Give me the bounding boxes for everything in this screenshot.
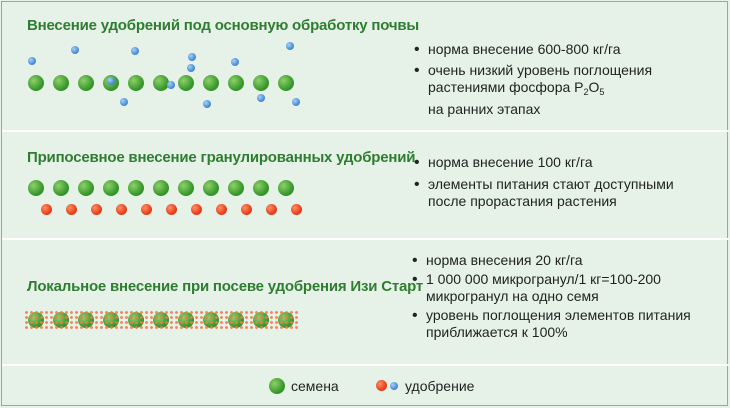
seed-dot (228, 75, 244, 91)
seed-with-microgranules (224, 310, 248, 330)
seed-dot (228, 180, 244, 196)
bullet-uptake: очень низкий уровень поглощениярастениям… (414, 62, 652, 118)
legend-fertilizer-blue-icon (390, 382, 398, 390)
bullet-uptake-level: уровень поглощения элементов питанияприб… (412, 307, 691, 341)
panel-2-title: Припосевное внесение гранулированных удо… (27, 149, 416, 166)
fertilizer-granule-red (41, 204, 52, 215)
fertilizer-granule-blue (120, 98, 128, 106)
bullet-rate: норма внесения 20 кг/га (412, 252, 691, 269)
seed-dot (128, 180, 144, 196)
bullet-microgranules: 1 000 000 микрогранул/1 кг=100-200микрог… (412, 271, 691, 305)
seed-with-microgranules (274, 310, 298, 330)
seed-dot (253, 75, 269, 91)
panel-3-title: Локальное внесение при посеве удобрения … (27, 278, 424, 295)
seed-dot (178, 75, 194, 91)
divider-3 (2, 364, 729, 366)
seed-with-microgranules (24, 310, 48, 330)
seed-with-microgranules (174, 310, 198, 330)
fertilizer-granule-blue (131, 47, 139, 55)
seed-with-microgranules (199, 310, 223, 330)
fertilizer-granule-blue (107, 77, 115, 85)
legend: семена удобрение (2, 366, 729, 406)
seed-dot (278, 75, 294, 91)
fertilizer-granule-blue (203, 100, 211, 108)
seed-dot (78, 75, 94, 91)
divider-2 (2, 238, 729, 240)
fertilizer-granule-blue (188, 53, 196, 61)
seed-with-microgranules (149, 310, 173, 330)
seed-dot (203, 180, 219, 196)
fertilizer-granule-blue (187, 64, 195, 72)
seed-with-microgranules (124, 310, 148, 330)
bullet-rate: норма внесение 600-800 кг/га (414, 41, 652, 58)
legend-fertilizer-label: удобрение (405, 378, 475, 394)
seed-with-microgranules (74, 310, 98, 330)
divider-1 (2, 130, 729, 132)
seed-dot (128, 75, 144, 91)
fertilizer-granule-red (166, 204, 177, 215)
fertilizer-granule-red (266, 204, 277, 215)
seed-dot (203, 75, 219, 91)
fertilizer-granule-blue (286, 42, 294, 50)
fertilizer-granule-red (116, 204, 127, 215)
seed-with-microgranules (99, 310, 123, 330)
seed-dot (78, 180, 94, 196)
legend-seed-icon (269, 378, 285, 394)
seed-dot (153, 180, 169, 196)
fertilizer-granule-blue (292, 98, 300, 106)
panel-local-application: Локальное внесение при посеве удобрения … (2, 240, 729, 364)
seed-dot (153, 75, 169, 91)
fertilizer-granule-blue (28, 57, 36, 65)
fertilizer-granule-red (241, 204, 252, 215)
seed-dot (278, 180, 294, 196)
fertilizer-granule-red (191, 204, 202, 215)
panel-1-title: Внесение удобрений под основную обработк… (27, 17, 419, 34)
seed-with-microgranules (249, 310, 273, 330)
fertilizer-granule-red (91, 204, 102, 215)
seed-with-microgranules (49, 310, 73, 330)
legend-seed-label: семена (291, 378, 339, 394)
fertilizer-granule-blue (257, 94, 265, 102)
seed-dot (178, 180, 194, 196)
seed-dot (53, 75, 69, 91)
fertilizer-granule-red (141, 204, 152, 215)
panel-base-application: Внесение удобрений под основную обработк… (2, 2, 729, 130)
fertilizer-granule-red (216, 204, 227, 215)
seed-dot (103, 180, 119, 196)
fertilizer-granule-red (291, 204, 302, 215)
panel-seed-application: Припосевное внесение гранулированных удо… (2, 132, 729, 238)
seed-dot (253, 180, 269, 196)
panel-1-bullets: норма внесение 600-800 кг/га очень низки… (414, 41, 652, 118)
panel-3-bullets: норма внесения 20 кг/га 1 000 000 микрог… (412, 252, 691, 341)
fertilizer-granule-blue (167, 81, 175, 89)
seed-dot (53, 180, 69, 196)
bullet-rate: норма внесение 100 кг/га (414, 154, 674, 171)
seed-dot (28, 75, 44, 91)
fertilizer-granule-blue (231, 58, 239, 66)
fertilizer-granule-red (66, 204, 77, 215)
fertilizer-granule-blue (71, 46, 79, 54)
panel-2-bullets: норма внесение 100 кг/га элементы питани… (414, 154, 674, 210)
seed-dot (28, 180, 44, 196)
legend-fertilizer-red-icon (376, 380, 387, 391)
